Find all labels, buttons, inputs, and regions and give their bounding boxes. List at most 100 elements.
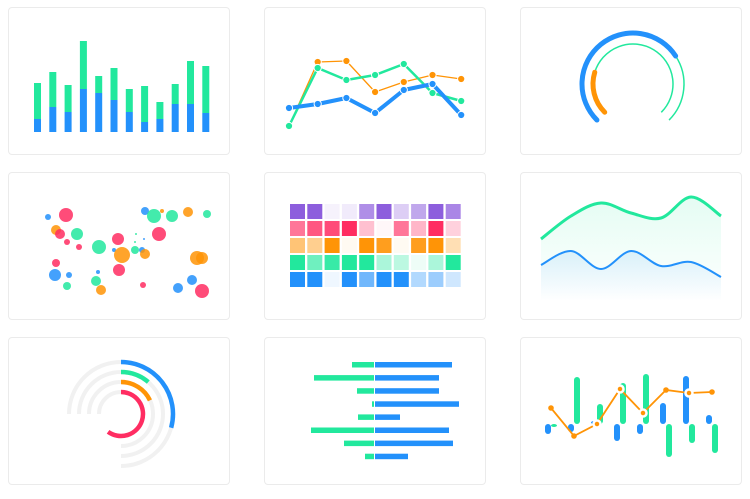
- gauge-bar-orange: [590, 69, 608, 115]
- heatmap-cell: [393, 255, 409, 270]
- bubble-blue: [49, 269, 61, 281]
- bar-green: [597, 404, 603, 424]
- bar-blue: [187, 104, 194, 132]
- point-green: [313, 63, 322, 73]
- stacked-bar-chart-card[interactable]: [8, 7, 230, 155]
- point-blue: [399, 85, 408, 95]
- heatmap-cell: [359, 221, 375, 236]
- heatmap-cell: [376, 255, 392, 270]
- bar-blue: [34, 119, 41, 132]
- gauge-track: [668, 55, 685, 121]
- bar-green: [666, 424, 672, 457]
- bar-green: [551, 424, 557, 427]
- heatmap-cell: [445, 255, 461, 270]
- bubble-blue: [187, 275, 197, 285]
- bubble-blue: [173, 283, 183, 293]
- heatmap-cell: [341, 204, 357, 219]
- bar-green: [34, 83, 41, 119]
- radial-bar-blue: [120, 359, 176, 429]
- bar-green: [79, 41, 87, 89]
- heatmap-cell: [445, 272, 461, 287]
- bubble-red: [76, 244, 82, 250]
- hbar-green: [314, 375, 374, 381]
- bar-green: [156, 102, 164, 119]
- bar-green: [202, 66, 210, 113]
- heatmap-cell: [359, 255, 375, 270]
- hbar-blue: [375, 453, 408, 460]
- bar-green: [712, 424, 718, 453]
- heatmap-cell: [393, 272, 409, 287]
- heatmap-chart: [290, 204, 461, 287]
- bar-green: [171, 84, 179, 104]
- diverging-bar-chart-card[interactable]: [264, 337, 486, 485]
- radial-bar-green: [120, 369, 150, 384]
- heatmap-cell: [428, 272, 444, 287]
- heatmap-cell: [290, 238, 305, 253]
- mixed-bar-line-chart-card[interactable]: [520, 337, 742, 485]
- line-chart-card[interactable]: [264, 7, 486, 155]
- heatmap-cell: [359, 238, 375, 253]
- line-blue: [540, 249, 722, 278]
- scatter-chart-card[interactable]: [8, 172, 230, 320]
- heatmap-cell: [307, 272, 323, 287]
- bubble-orange: [196, 252, 208, 264]
- heatmap-cell: [393, 238, 409, 253]
- bar-green: [49, 72, 57, 107]
- bubble-green: [63, 282, 71, 290]
- bubble-green: [134, 241, 136, 243]
- bubble-red: [59, 208, 73, 222]
- bubble-green: [135, 233, 137, 235]
- mixed-bar-line-chart: [545, 374, 718, 457]
- radial-bar-chart-card[interactable]: [8, 337, 230, 485]
- diverging-bar-chart: [311, 362, 459, 460]
- heatmap-cell: [428, 204, 444, 219]
- heatmap-cell: [324, 204, 340, 219]
- hbar-blue: [375, 414, 400, 420]
- point-green: [457, 96, 466, 106]
- heatmap-cell: [359, 204, 375, 219]
- bar-blue: [637, 424, 643, 434]
- bubble-green: [203, 210, 211, 218]
- bar-green: [574, 377, 580, 424]
- bubble-red: [52, 259, 60, 267]
- bar-blue: [110, 100, 118, 132]
- heatmap-cell: [411, 221, 427, 236]
- stacked-bar-chart: [34, 41, 210, 132]
- area-chart-card[interactable]: [520, 172, 742, 320]
- bar-blue: [141, 122, 149, 132]
- bubble-red: [140, 282, 146, 288]
- bar-blue: [64, 112, 72, 132]
- hbar-blue: [375, 401, 459, 407]
- heatmap-cell: [290, 255, 305, 270]
- bubble-red: [55, 229, 65, 239]
- bubble-green: [147, 209, 161, 223]
- hbar-blue: [375, 362, 452, 368]
- gauge-chart-card[interactable]: [520, 7, 742, 155]
- bar-green: [187, 61, 194, 104]
- hbar-green: [344, 440, 374, 447]
- area-chart: [540, 195, 722, 301]
- heatmap-cell: [359, 272, 375, 287]
- radial-bar-red: [106, 389, 146, 439]
- heatmap-cell: [393, 221, 409, 236]
- gauge-track: [594, 43, 674, 113]
- bubble-orange: [183, 207, 193, 217]
- point-orange: [638, 408, 648, 418]
- radial-bar-orange: [120, 379, 152, 402]
- radial-track: [77, 370, 165, 458]
- point-blue: [457, 110, 466, 120]
- bubble-red: [64, 239, 70, 245]
- bar-blue: [171, 104, 179, 132]
- point-blue: [428, 79, 437, 89]
- heatmap-cell: [428, 238, 444, 253]
- bar-green: [689, 424, 695, 443]
- scatter-chart: [45, 207, 211, 298]
- point-orange: [399, 77, 408, 87]
- hbar-green: [352, 362, 374, 368]
- point-orange: [371, 87, 380, 97]
- bar-green: [64, 85, 72, 112]
- point-green: [284, 121, 294, 131]
- hbar-green: [358, 414, 374, 420]
- heatmap-chart-card[interactable]: [264, 172, 486, 320]
- bar-blue: [614, 424, 620, 441]
